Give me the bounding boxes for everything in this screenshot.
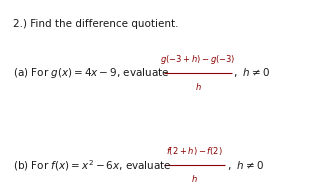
Text: 2.) Find the difference quotient.: 2.) Find the difference quotient. — [13, 19, 178, 29]
Text: $f(2+h) - f(2)$: $f(2+h) - f(2)$ — [166, 145, 223, 157]
Text: (a) For $g(x) = 4x - 9$, evaluate: (a) For $g(x) = 4x - 9$, evaluate — [13, 66, 169, 80]
Text: ,  $h \neq 0$: , $h \neq 0$ — [233, 66, 270, 79]
Text: $h$: $h$ — [192, 173, 198, 185]
Text: ,  $h \neq 0$: , $h \neq 0$ — [227, 159, 264, 172]
Text: $h$: $h$ — [195, 81, 201, 92]
Text: $g(-3+h) - g(-3)$: $g(-3+h) - g(-3)$ — [160, 53, 236, 66]
Text: (b) For $f(x) = x^2 - 6x$, evaluate: (b) For $f(x) = x^2 - 6x$, evaluate — [13, 158, 172, 173]
